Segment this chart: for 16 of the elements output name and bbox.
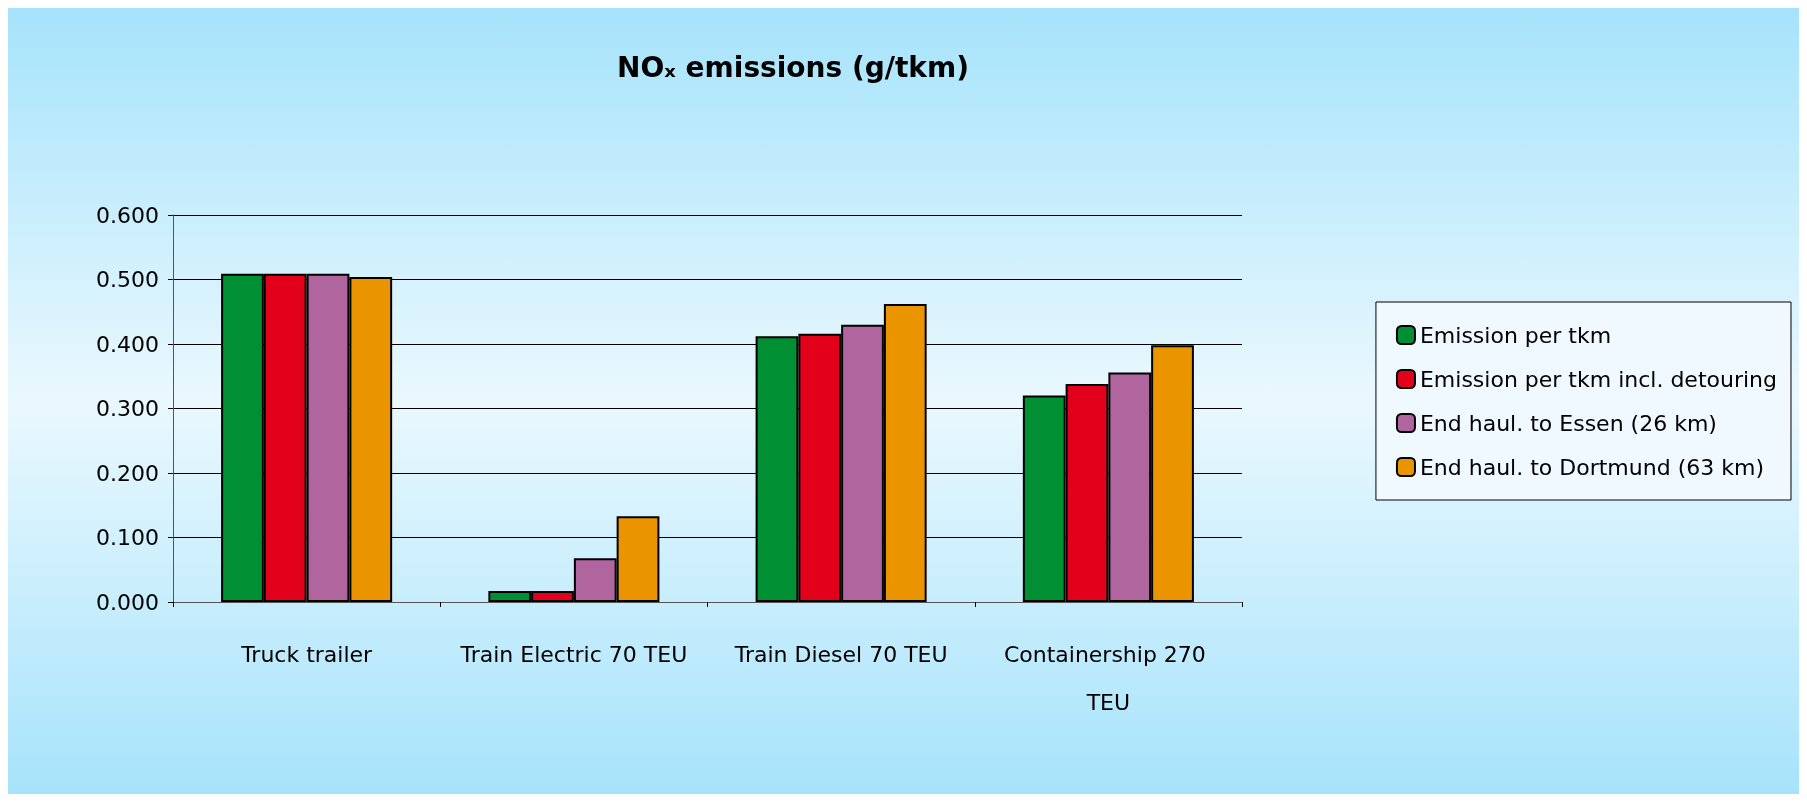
y-tick-label: 0.400: [96, 331, 159, 357]
y-tick-label: 0.600: [96, 202, 159, 228]
legend-label: Emission per tkm: [1419, 322, 1612, 348]
y-tick-label: 0.500: [96, 267, 159, 292]
y-tick-label: 0.300: [96, 396, 159, 421]
y-tick-label: 0.100: [96, 525, 159, 550]
legend-label: End haul. to Dortmund (63 km): [1419, 454, 1764, 480]
y-tick-label: 0.200: [96, 460, 159, 486]
x-tick-label: Truck trailer: [240, 641, 374, 667]
legend-label: End haul. to Essen (26 km): [1419, 410, 1717, 436]
legend-label: Emission per tkm incl. detouring: [1419, 366, 1778, 392]
x-tick-label: Train Electric 70 TEU: [459, 641, 688, 667]
x-tick-label: Containership 270 TEU: [1003, 641, 1213, 715]
chart-title: NOₓ emissions (g/tkm): [617, 50, 969, 84]
x-tick-label: Train Diesel 70 TEU: [733, 641, 948, 667]
y-tick-label: 0.000: [96, 589, 159, 615]
